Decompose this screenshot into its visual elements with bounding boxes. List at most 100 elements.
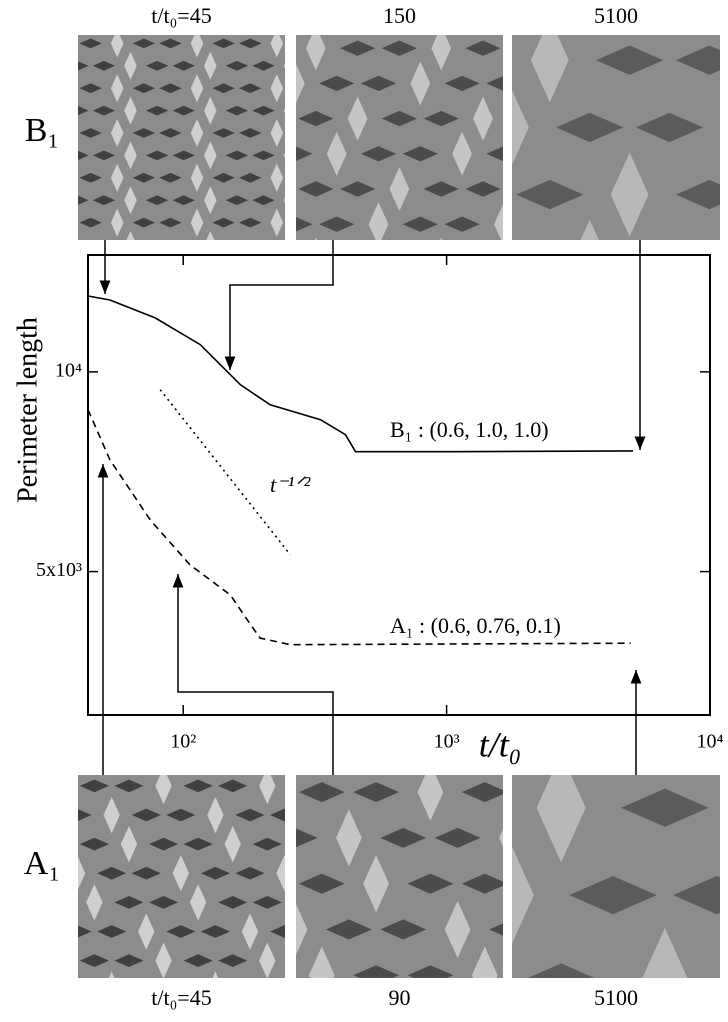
facet bbox=[190, 74, 204, 103]
facet bbox=[298, 181, 334, 197]
facet bbox=[516, 179, 584, 210]
facet bbox=[494, 204, 503, 240]
facet bbox=[296, 216, 313, 232]
pattern bbox=[512, 666, 720, 978]
facet bbox=[259, 775, 276, 805]
facet bbox=[155, 775, 172, 805]
facet bbox=[173, 240, 195, 250]
facet bbox=[110, 208, 124, 237]
facet bbox=[580, 219, 599, 240]
facet bbox=[145, 105, 169, 116]
facet bbox=[536, 775, 586, 863]
facet bbox=[145, 60, 169, 71]
x-tick-label: 10² bbox=[170, 731, 196, 753]
facet bbox=[476, 0, 543, 8]
facet bbox=[252, 837, 282, 851]
facet bbox=[92, 105, 116, 116]
facet bbox=[132, 750, 161, 763]
pattern bbox=[53, 35, 285, 250]
facet bbox=[473, 96, 493, 141]
facet bbox=[172, 60, 195, 71]
facet bbox=[298, 873, 345, 894]
facet bbox=[270, 163, 284, 192]
facet bbox=[212, 83, 235, 94]
facet bbox=[212, 38, 235, 49]
facet bbox=[444, 75, 480, 92]
facet bbox=[314, 237, 317, 240]
facet bbox=[218, 779, 248, 793]
facet bbox=[673, 876, 720, 915]
facet bbox=[486, 76, 503, 91]
facet bbox=[200, 925, 230, 938]
facet bbox=[283, 107, 285, 114]
facet bbox=[252, 195, 275, 206]
facet bbox=[270, 35, 284, 58]
facet bbox=[588, 666, 637, 775]
facet bbox=[78, 150, 89, 160]
facet bbox=[79, 128, 102, 138]
facet bbox=[283, 197, 285, 203]
facet bbox=[235, 866, 265, 880]
facet bbox=[444, 900, 471, 959]
panel-time-label: 150 bbox=[383, 3, 416, 28]
facet bbox=[239, 172, 262, 183]
facet bbox=[440, 237, 443, 240]
facet bbox=[110, 74, 124, 103]
facet bbox=[124, 96, 137, 125]
facet bbox=[381, 110, 417, 127]
facet bbox=[530, 35, 569, 103]
facet bbox=[131, 866, 161, 880]
facet bbox=[146, 240, 168, 250]
facet bbox=[296, 828, 318, 848]
facet bbox=[340, 181, 376, 197]
facet bbox=[79, 779, 109, 793]
facet bbox=[276, 855, 285, 892]
facet bbox=[204, 186, 217, 215]
facet bbox=[138, 913, 155, 950]
facet bbox=[407, 873, 454, 894]
facet bbox=[172, 855, 190, 892]
facet bbox=[635, 112, 704, 143]
facet bbox=[145, 195, 169, 206]
y-axis-label: Perimeter length bbox=[12, 317, 43, 503]
facet bbox=[225, 105, 249, 116]
facet bbox=[79, 172, 102, 183]
facet bbox=[63, 983, 92, 996]
facet bbox=[225, 195, 249, 206]
facet bbox=[402, 146, 438, 162]
facet bbox=[166, 808, 196, 822]
facet bbox=[45, 896, 74, 909]
arrow bbox=[172, 574, 334, 775]
facet bbox=[461, 782, 503, 803]
facet bbox=[53, 218, 75, 228]
facet bbox=[636, 247, 703, 276]
x-tick-label: 10³ bbox=[434, 731, 460, 753]
facet bbox=[259, 942, 276, 978]
facet bbox=[217, 736, 263, 756]
x-axis-label: t/t₀ bbox=[479, 724, 522, 764]
facet bbox=[148, 837, 179, 851]
facet bbox=[381, 40, 417, 56]
facet bbox=[114, 896, 144, 909]
facet bbox=[79, 837, 109, 851]
facet bbox=[78, 61, 89, 71]
row-label: B₁ bbox=[25, 112, 60, 149]
facet bbox=[252, 896, 282, 909]
facet bbox=[380, 736, 426, 756]
facet bbox=[326, 131, 347, 176]
facet bbox=[596, 45, 664, 75]
facet bbox=[108, 971, 115, 978]
facet bbox=[452, 0, 472, 35]
facet bbox=[239, 128, 262, 138]
facet bbox=[190, 119, 204, 147]
panel-time-label: 90 bbox=[389, 985, 411, 1010]
plot-frame bbox=[87, 254, 711, 716]
facet bbox=[166, 925, 196, 938]
facet bbox=[132, 38, 155, 49]
y-tick-label: 5x10³ bbox=[36, 559, 82, 581]
panel-time-label: t/t₀=45 bbox=[151, 3, 211, 28]
facet bbox=[675, 179, 720, 210]
facet bbox=[476, 247, 543, 276]
facet bbox=[380, 919, 427, 940]
facet bbox=[148, 896, 179, 909]
